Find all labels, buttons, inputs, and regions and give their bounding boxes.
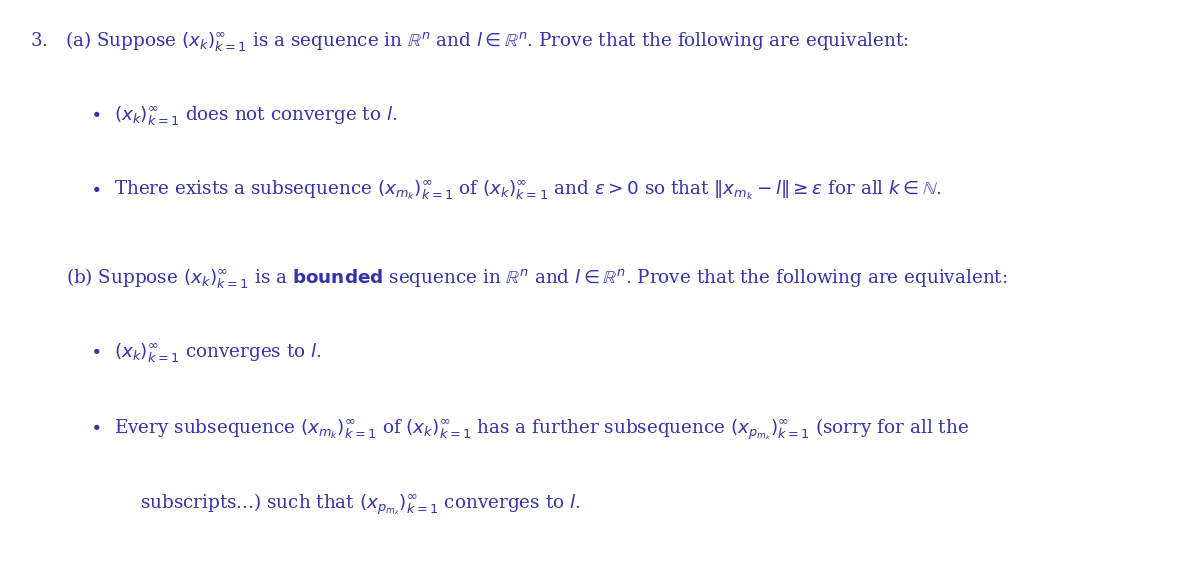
Text: $\bullet$: $\bullet$ — [90, 179, 101, 197]
Text: $(x_k)_{k=1}^{\infty}$ converges to $l$.: $(x_k)_{k=1}^{\infty}$ converges to $l$. — [114, 341, 322, 364]
Text: 3.   (a) Suppose $(x_k)_{k=1}^{\infty}$ is a sequence in $\mathbb{R}^n$ and $l \: 3. (a) Suppose $(x_k)_{k=1}^{\infty}$ is… — [30, 29, 910, 53]
Text: $\bullet$: $\bullet$ — [90, 104, 101, 122]
Text: Every subsequence $(x_{m_k})_{k=1}^{\infty}$ of $(x_k)_{k=1}^{\infty}$ has a fur: Every subsequence $(x_{m_k})_{k=1}^{\inf… — [114, 416, 968, 442]
Text: $\bullet$: $\bullet$ — [90, 416, 101, 434]
Text: $\bullet$: $\bullet$ — [90, 341, 101, 359]
Text: (b) Suppose $(x_k)_{k=1}^{\infty}$ is a $\bf{bounded}$ sequence in $\mathbb{R}^n: (b) Suppose $(x_k)_{k=1}^{\infty}$ is a … — [66, 266, 1008, 290]
Text: There exists a subsequence $(x_{m_k})_{k=1}^{\infty}$ of $(x_k)_{k=1}^{\infty}$ : There exists a subsequence $(x_{m_k})_{k… — [114, 179, 942, 202]
Text: $(x_k)_{k=1}^{\infty}$ does not converge to $l$.: $(x_k)_{k=1}^{\infty}$ does not converge… — [114, 104, 397, 127]
Text: subscripts...) such that $(x_{p_{m_k}})_{k=1}^{\infty}$ converges to $l$.: subscripts...) such that $(x_{p_{m_k}})_… — [140, 491, 581, 517]
